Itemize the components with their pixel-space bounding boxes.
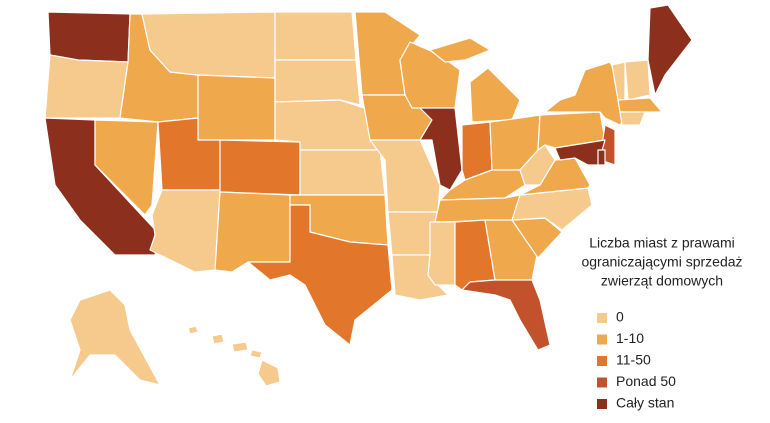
state xyxy=(257,359,281,387)
state xyxy=(624,59,651,101)
legend-label: 0 xyxy=(616,309,624,325)
state xyxy=(247,204,393,346)
legend-swatch xyxy=(597,377,607,388)
legend-label: 11-50 xyxy=(616,352,651,368)
legend-label: Cały stan xyxy=(616,395,674,411)
state xyxy=(399,41,461,109)
state xyxy=(69,289,161,386)
state xyxy=(461,279,551,351)
state xyxy=(47,11,131,63)
states xyxy=(44,4,693,387)
state xyxy=(554,139,606,166)
state xyxy=(219,139,301,196)
legend-title: Liczba miast z prawami xyxy=(589,235,735,251)
state xyxy=(597,149,606,166)
state xyxy=(187,325,199,335)
state xyxy=(617,97,663,113)
legend-swatch xyxy=(597,334,607,345)
state xyxy=(149,189,221,273)
state xyxy=(419,107,463,191)
state xyxy=(427,221,456,286)
state xyxy=(647,4,693,96)
state xyxy=(274,11,357,61)
legend-label: 1-10 xyxy=(616,330,644,346)
state xyxy=(249,349,263,359)
state xyxy=(231,341,249,353)
state xyxy=(429,37,491,63)
legend-swatch xyxy=(597,356,607,366)
legend-label: Ponad 50 xyxy=(616,373,676,389)
legend-title: zwierząt domowych xyxy=(601,273,723,289)
legend-swatch xyxy=(597,313,607,323)
legend-title: ograniczającymi sprzedaż xyxy=(581,254,742,270)
state xyxy=(214,191,291,273)
state xyxy=(619,111,646,126)
state xyxy=(197,74,276,141)
state xyxy=(299,149,386,196)
legend-swatch xyxy=(597,399,607,409)
state xyxy=(211,333,225,345)
state xyxy=(44,54,129,119)
state xyxy=(274,59,361,106)
state xyxy=(94,119,159,216)
state xyxy=(469,67,521,123)
legend: Liczba miast z prawami ograniczającymi s… xyxy=(581,235,742,411)
